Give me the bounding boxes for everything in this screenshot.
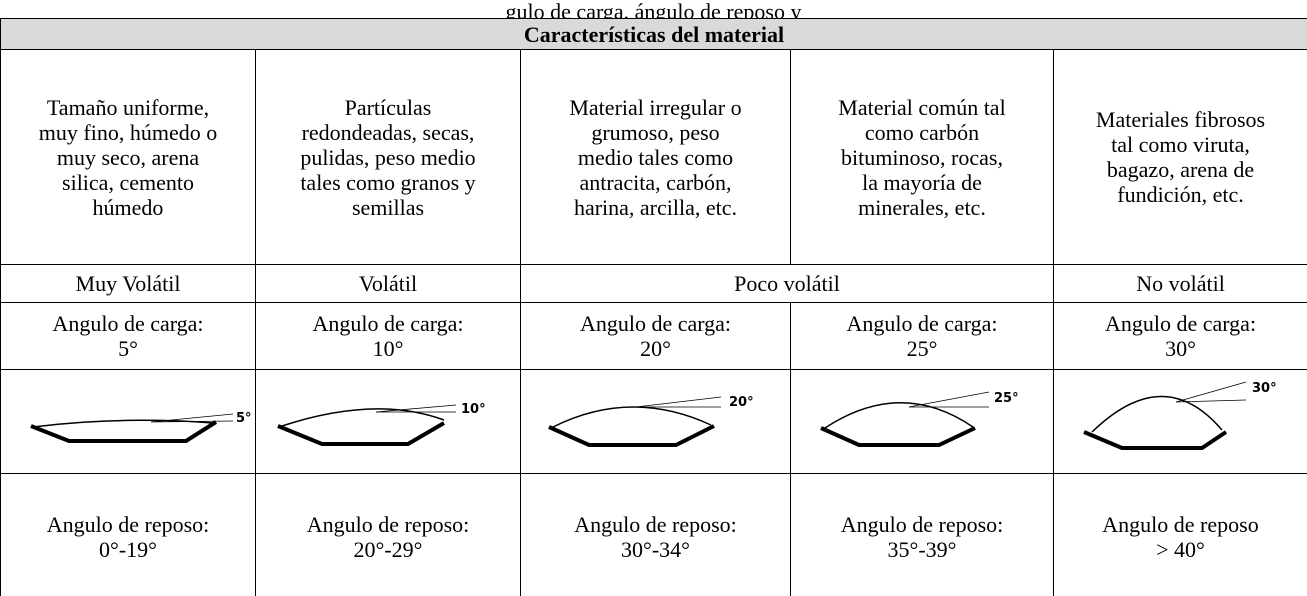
- diagram: 10°: [277, 402, 486, 446]
- volatility: Volátil: [255, 264, 521, 303]
- pile: [1091, 395, 1223, 433]
- description: Partículas redondeadas, secas, pulidas, …: [255, 49, 521, 265]
- volatility: No volátil: [1052, 264, 1307, 303]
- angle-line: [375, 404, 457, 413]
- tray: [820, 426, 976, 447]
- volatility: Poco volátil: [520, 264, 1054, 303]
- diagram: 20°: [548, 395, 754, 447]
- caption: gulo de carga, ángulo de reposo y: [505, 0, 802, 18]
- angle-line: [150, 420, 234, 423]
- diagram-cell: 30°: [1052, 369, 1307, 474]
- pile: [281, 408, 445, 427]
- caption-area: gulo de carga, ángulo de reposo y: [0, 0, 1307, 18]
- tray: [1083, 430, 1228, 450]
- volatility: Muy Volátil: [0, 264, 256, 303]
- angle-line: [150, 413, 234, 423]
- diagram-cell: 20°: [520, 369, 791, 474]
- angle-line: [908, 391, 990, 408]
- repose-angle: Angulo de reposo: 35°-39°: [790, 473, 1054, 596]
- loading-angle: Angulo de carga: 10°: [255, 302, 521, 370]
- loading-angle: Angulo de carga: 30°: [1052, 302, 1307, 370]
- diagram-label: 30°: [1252, 381, 1277, 396]
- tray: [30, 420, 218, 443]
- repose-angle: Angulo de reposo > 40°: [1052, 473, 1307, 596]
- diagram-cell: 10°: [255, 369, 521, 474]
- repose-angle: Angulo de reposo: 30°-34°: [520, 473, 791, 596]
- description: Material irregular o grumoso, peso medio…: [520, 49, 791, 265]
- tray: [548, 424, 715, 447]
- diagram-label: 5°: [236, 411, 252, 426]
- angle-line: [1175, 399, 1247, 403]
- diagram-label: 10°: [461, 402, 486, 417]
- angle-line: [635, 396, 722, 408]
- diagram-cell: 25°: [790, 369, 1054, 474]
- description: Tamaño uniforme, muy fino, húmedo o muy …: [0, 49, 256, 265]
- pile: [552, 406, 712, 428]
- diagram-label: 25°: [994, 391, 1019, 406]
- tray: [277, 421, 446, 446]
- description: Material común tal como carbón bituminos…: [790, 49, 1054, 265]
- diagram: 5°: [30, 411, 252, 443]
- repose-angle: Angulo de reposo: 0°-19°: [0, 473, 256, 596]
- repose-angle: Angulo de reposo: 20°-29°: [255, 473, 521, 596]
- material-table: Características del material Tamaño unif…: [0, 18, 1307, 596]
- diagram: 30°: [1083, 381, 1277, 450]
- loading-angle: Angulo de carga: 5°: [0, 302, 256, 370]
- diagram: 25°: [820, 391, 1019, 447]
- diagram-label: 20°: [729, 395, 754, 410]
- pile: [824, 402, 974, 429]
- table-header: Características del material: [0, 18, 1307, 50]
- loading-angle: Angulo de carga: 25°: [790, 302, 1054, 370]
- description: Materiales fibrosos tal como viruta, bag…: [1052, 49, 1307, 265]
- angle-line: [1175, 381, 1247, 403]
- diagram-cell: 5°: [0, 369, 256, 474]
- loading-angle: Angulo de carga: 20°: [520, 302, 791, 370]
